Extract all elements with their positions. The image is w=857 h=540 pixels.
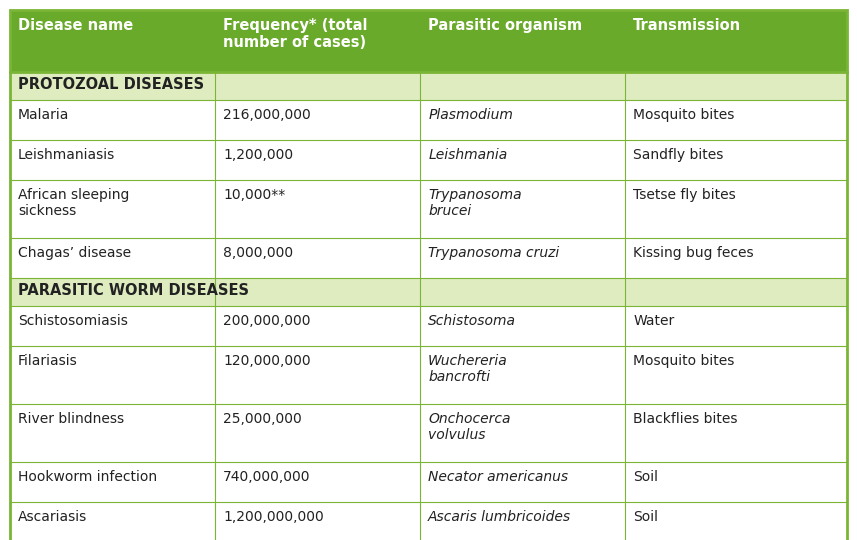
Text: Transmission: Transmission: [633, 18, 741, 33]
Text: Malaria: Malaria: [18, 108, 69, 122]
Text: Schistosomiasis: Schistosomiasis: [18, 314, 128, 328]
Text: Kissing bug feces: Kissing bug feces: [633, 246, 754, 260]
Text: Schistosoma: Schistosoma: [428, 314, 516, 328]
Bar: [10, 180, 847, 238]
Text: Leishmaniasis: Leishmaniasis: [18, 148, 115, 162]
Text: Mosquito bites: Mosquito bites: [633, 108, 734, 122]
Bar: [10, 10, 847, 72]
Text: Frequency* (total
number of cases): Frequency* (total number of cases): [223, 18, 368, 50]
Bar: [10, 462, 847, 502]
Text: Soil: Soil: [633, 510, 658, 524]
Text: 1,200,000,000: 1,200,000,000: [223, 510, 324, 524]
Text: PARASITIC WORM DISEASES: PARASITIC WORM DISEASES: [18, 283, 249, 298]
Text: Tsetse fly bites: Tsetse fly bites: [633, 188, 736, 202]
Bar: [10, 346, 847, 404]
Text: Leishmania: Leishmania: [428, 148, 507, 162]
Text: Plasmodium: Plasmodium: [428, 108, 513, 122]
Text: Ascariasis: Ascariasis: [18, 510, 87, 524]
Bar: [10, 306, 847, 346]
Text: Hookworm infection: Hookworm infection: [18, 470, 157, 484]
Text: Soil: Soil: [633, 470, 658, 484]
Text: 1,200,000: 1,200,000: [223, 148, 293, 162]
Text: 200,000,000: 200,000,000: [223, 314, 310, 328]
Text: 216,000,000: 216,000,000: [223, 108, 311, 122]
Bar: [10, 502, 847, 540]
Text: 120,000,000: 120,000,000: [223, 354, 311, 368]
Text: Filariasis: Filariasis: [18, 354, 78, 368]
Bar: [10, 404, 847, 462]
Text: Necator americanus: Necator americanus: [428, 470, 568, 484]
Bar: [10, 140, 847, 180]
Text: PROTOZOAL DISEASES: PROTOZOAL DISEASES: [18, 77, 204, 92]
Text: Mosquito bites: Mosquito bites: [633, 354, 734, 368]
Text: Blackflies bites: Blackflies bites: [633, 412, 738, 426]
Bar: [10, 278, 847, 306]
Text: Disease name: Disease name: [18, 18, 133, 33]
Text: Water: Water: [633, 314, 674, 328]
Text: Chagas’ disease: Chagas’ disease: [18, 246, 131, 260]
Text: Trypanosoma cruzi: Trypanosoma cruzi: [428, 246, 560, 260]
Text: 8,000,000: 8,000,000: [223, 246, 293, 260]
Bar: [10, 72, 847, 100]
Text: Parasitic organism: Parasitic organism: [428, 18, 582, 33]
Text: 25,000,000: 25,000,000: [223, 412, 302, 426]
Text: Sandfly bites: Sandfly bites: [633, 148, 723, 162]
Bar: [10, 100, 847, 140]
Bar: [10, 238, 847, 278]
Text: Onchocerca
volvulus: Onchocerca volvulus: [428, 412, 511, 442]
Text: River blindness: River blindness: [18, 412, 124, 426]
Text: Wuchereria
bancrofti: Wuchereria bancrofti: [428, 354, 508, 384]
Text: Trypanosoma
brucei: Trypanosoma brucei: [428, 188, 522, 218]
Text: 740,000,000: 740,000,000: [223, 470, 310, 484]
Text: African sleeping
sickness: African sleeping sickness: [18, 188, 129, 218]
Text: Ascaris lumbricoides: Ascaris lumbricoides: [428, 510, 572, 524]
Text: 10,000**: 10,000**: [223, 188, 285, 202]
